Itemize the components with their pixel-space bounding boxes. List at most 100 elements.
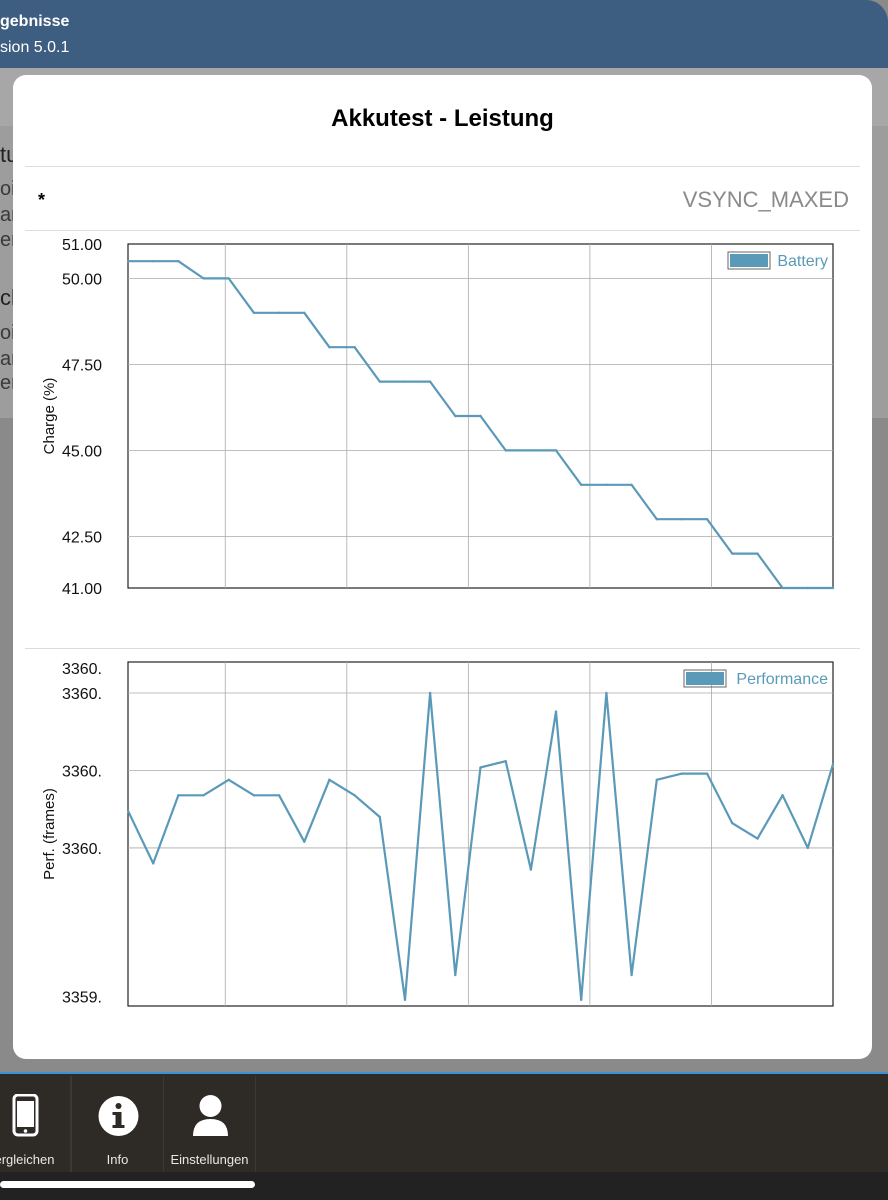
data-point [328, 778, 331, 781]
data-point [580, 998, 583, 1001]
data-point [605, 483, 608, 486]
data-point [680, 518, 684, 521]
data-point [403, 998, 407, 1001]
background-text: oi [0, 322, 16, 344]
data-point [529, 449, 533, 452]
data-point [177, 260, 180, 263]
y-tick-label: 3359. [62, 990, 102, 1007]
data-point [655, 778, 658, 781]
data-point [378, 815, 381, 819]
data-point [554, 710, 558, 713]
legend-swatch [686, 672, 724, 685]
divider [25, 166, 860, 167]
legend-label: Battery [777, 253, 828, 270]
data-point [126, 809, 130, 812]
data-point [806, 846, 809, 850]
plot-frame [127, 661, 834, 1007]
setting-label: * [38, 190, 46, 210]
divider [25, 648, 860, 649]
data-point [630, 483, 633, 486]
legend-swatch-frame [727, 251, 771, 270]
app-version: sion 5.0.1 [0, 39, 70, 56]
tab-compare[interactable]: ergleichen [0, 1076, 71, 1172]
data-point [428, 691, 432, 695]
divider [25, 230, 860, 231]
data-point [328, 346, 331, 349]
legend-label: Performance [736, 671, 828, 688]
data-point [680, 772, 684, 775]
data-point [303, 840, 306, 843]
user-icon [193, 1095, 228, 1136]
tab-label: Info [106, 1152, 129, 1167]
y-tick-label: 45.00 [62, 443, 102, 460]
setting-value: VSYNC_MAXED [682, 187, 849, 212]
background-text: oi [0, 178, 16, 200]
data-point [227, 277, 230, 280]
legend-swatch [730, 254, 768, 267]
y-tick-label: 3360. [62, 686, 102, 703]
data-point [454, 414, 457, 418]
data-point [277, 794, 281, 797]
data-point [403, 380, 407, 383]
y-tick-label: 3360. [62, 763, 102, 780]
data-point [202, 794, 205, 797]
data-point [454, 973, 457, 977]
data-point [756, 837, 759, 840]
data-point [479, 766, 482, 769]
data-point [831, 586, 835, 590]
tab-label: ergleichen [0, 1152, 55, 1167]
home-indicator [0, 1181, 255, 1188]
data-point [303, 311, 306, 314]
legend: Battery [727, 251, 828, 270]
data-point [252, 794, 256, 797]
data-point [705, 518, 709, 521]
data-point [252, 311, 256, 314]
data-point [529, 868, 533, 871]
data-point [655, 518, 658, 521]
y-axis-label: Charge (%) [41, 378, 58, 455]
series-line [128, 260, 833, 590]
data-point [152, 260, 155, 263]
data-point [277, 311, 281, 314]
legend-swatch-frame [683, 669, 727, 688]
data-point [580, 483, 583, 486]
data-point [202, 277, 205, 280]
data-point [781, 586, 784, 590]
data-point [806, 586, 809, 590]
data-point [126, 260, 130, 263]
app-header: gebnisse sion 5.0.1 [0, 0, 888, 68]
data-point [781, 794, 784, 797]
battery-chart: 51.00 50.00 47.50 45.00 42.50 41.00 Charge (%)… [41, 237, 835, 598]
plot-frame [127, 243, 834, 589]
data-point [731, 822, 734, 825]
data-point [353, 346, 356, 349]
data-point [630, 973, 633, 977]
data-point [504, 760, 507, 763]
data-point [605, 691, 608, 695]
tab-bar: ergleichen Info Einstellungen [0, 1072, 888, 1172]
data-point [227, 778, 230, 781]
y-tick-label: 47.50 [62, 357, 102, 374]
results-modal: Akkutest - Leistung * VSYNC_MAXED 51.00 5… [13, 75, 872, 1059]
y-tick-label: 51.00 [62, 237, 102, 254]
data-point [152, 862, 155, 865]
data-point [353, 794, 356, 797]
data-point [831, 763, 835, 766]
tab-info[interactable]: Info [71, 1076, 164, 1172]
data-point [479, 414, 482, 418]
tab-label: Einstellungen [170, 1152, 249, 1167]
data-point [428, 380, 432, 383]
data-point [378, 380, 381, 383]
y-tick-label: 42.50 [62, 529, 102, 546]
data-point [705, 772, 709, 775]
y-tick-label: 3360. [62, 841, 102, 858]
y-tick-label: 50.00 [62, 271, 102, 288]
y-tick-label: 3360. [62, 661, 102, 678]
performance-chart: 3360. 3360. 3360. 3360. 3359. Perf. (frames) P… [41, 661, 835, 1007]
phone-icon [12, 1094, 39, 1137]
data-point [731, 552, 734, 555]
series-line [127, 691, 835, 1001]
data-point [177, 794, 180, 797]
data-point [756, 552, 759, 555]
tab-settings[interactable]: Einstellungen [163, 1076, 256, 1172]
